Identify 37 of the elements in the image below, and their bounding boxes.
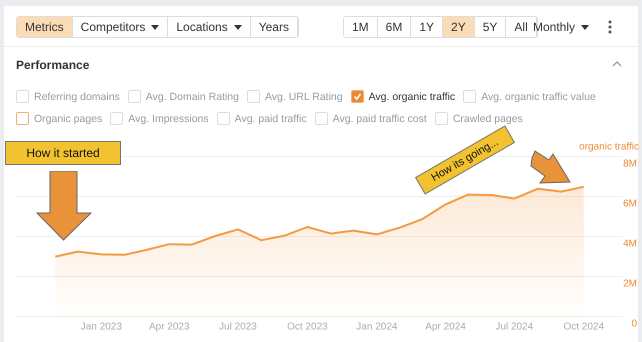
text: Monthly <box>533 20 576 34</box>
text: Avg. Domain Rating <box>144 90 239 103</box>
text: Avg. paid traffic <box>234 112 307 125</box>
callout-banner: How it started <box>5 141 121 165</box>
x-tick-label: Jul 2023 <box>219 322 258 332</box>
text: Avg. Impressions <box>127 112 209 125</box>
y-tick-label: 0 <box>631 318 638 330</box>
y-tick-label: 8M <box>623 158 637 170</box>
text: Organic pages <box>33 112 102 125</box>
y-tick-label: 2M <box>623 278 637 290</box>
text: 1Y <box>411 17 444 37</box>
text: Years <box>250 17 298 37</box>
y-tick-label: 4M <box>623 238 637 250</box>
text: Avg. organic traffic value <box>480 90 596 103</box>
x-tick-label: Jul 2024 <box>495 322 534 332</box>
text: 6M <box>378 17 412 37</box>
text: Locations <box>168 17 251 37</box>
text: Crawled pages <box>452 112 523 125</box>
x-tick-label: Oct 2023 <box>287 322 328 332</box>
x-tick-label: Jan 2023 <box>80 322 122 332</box>
text: Avg. organic traffic <box>368 90 456 103</box>
text: Competitors <box>72 17 168 37</box>
x-tick-label: Apr 2023 <box>148 322 190 332</box>
text: Metrics <box>17 17 73 37</box>
text: 5Y <box>474 17 506 37</box>
y-tick-label: 6M <box>623 198 637 210</box>
x-tick-label: Oct 2024 <box>563 322 604 332</box>
text: Avg. URL Rating <box>264 90 343 103</box>
text: All <box>514 20 528 34</box>
text: 2Y <box>443 17 475 37</box>
chart-title: Performance <box>16 58 90 72</box>
x-tick-label: Jan 2024 <box>356 322 398 332</box>
y-axis-title: organic traffic <box>579 142 639 152</box>
text: Avg. paid traffic cost <box>332 112 427 125</box>
text: 1M <box>344 17 378 37</box>
text: Referring domains <box>33 90 120 103</box>
x-tick-label: Apr 2024 <box>425 322 466 332</box>
